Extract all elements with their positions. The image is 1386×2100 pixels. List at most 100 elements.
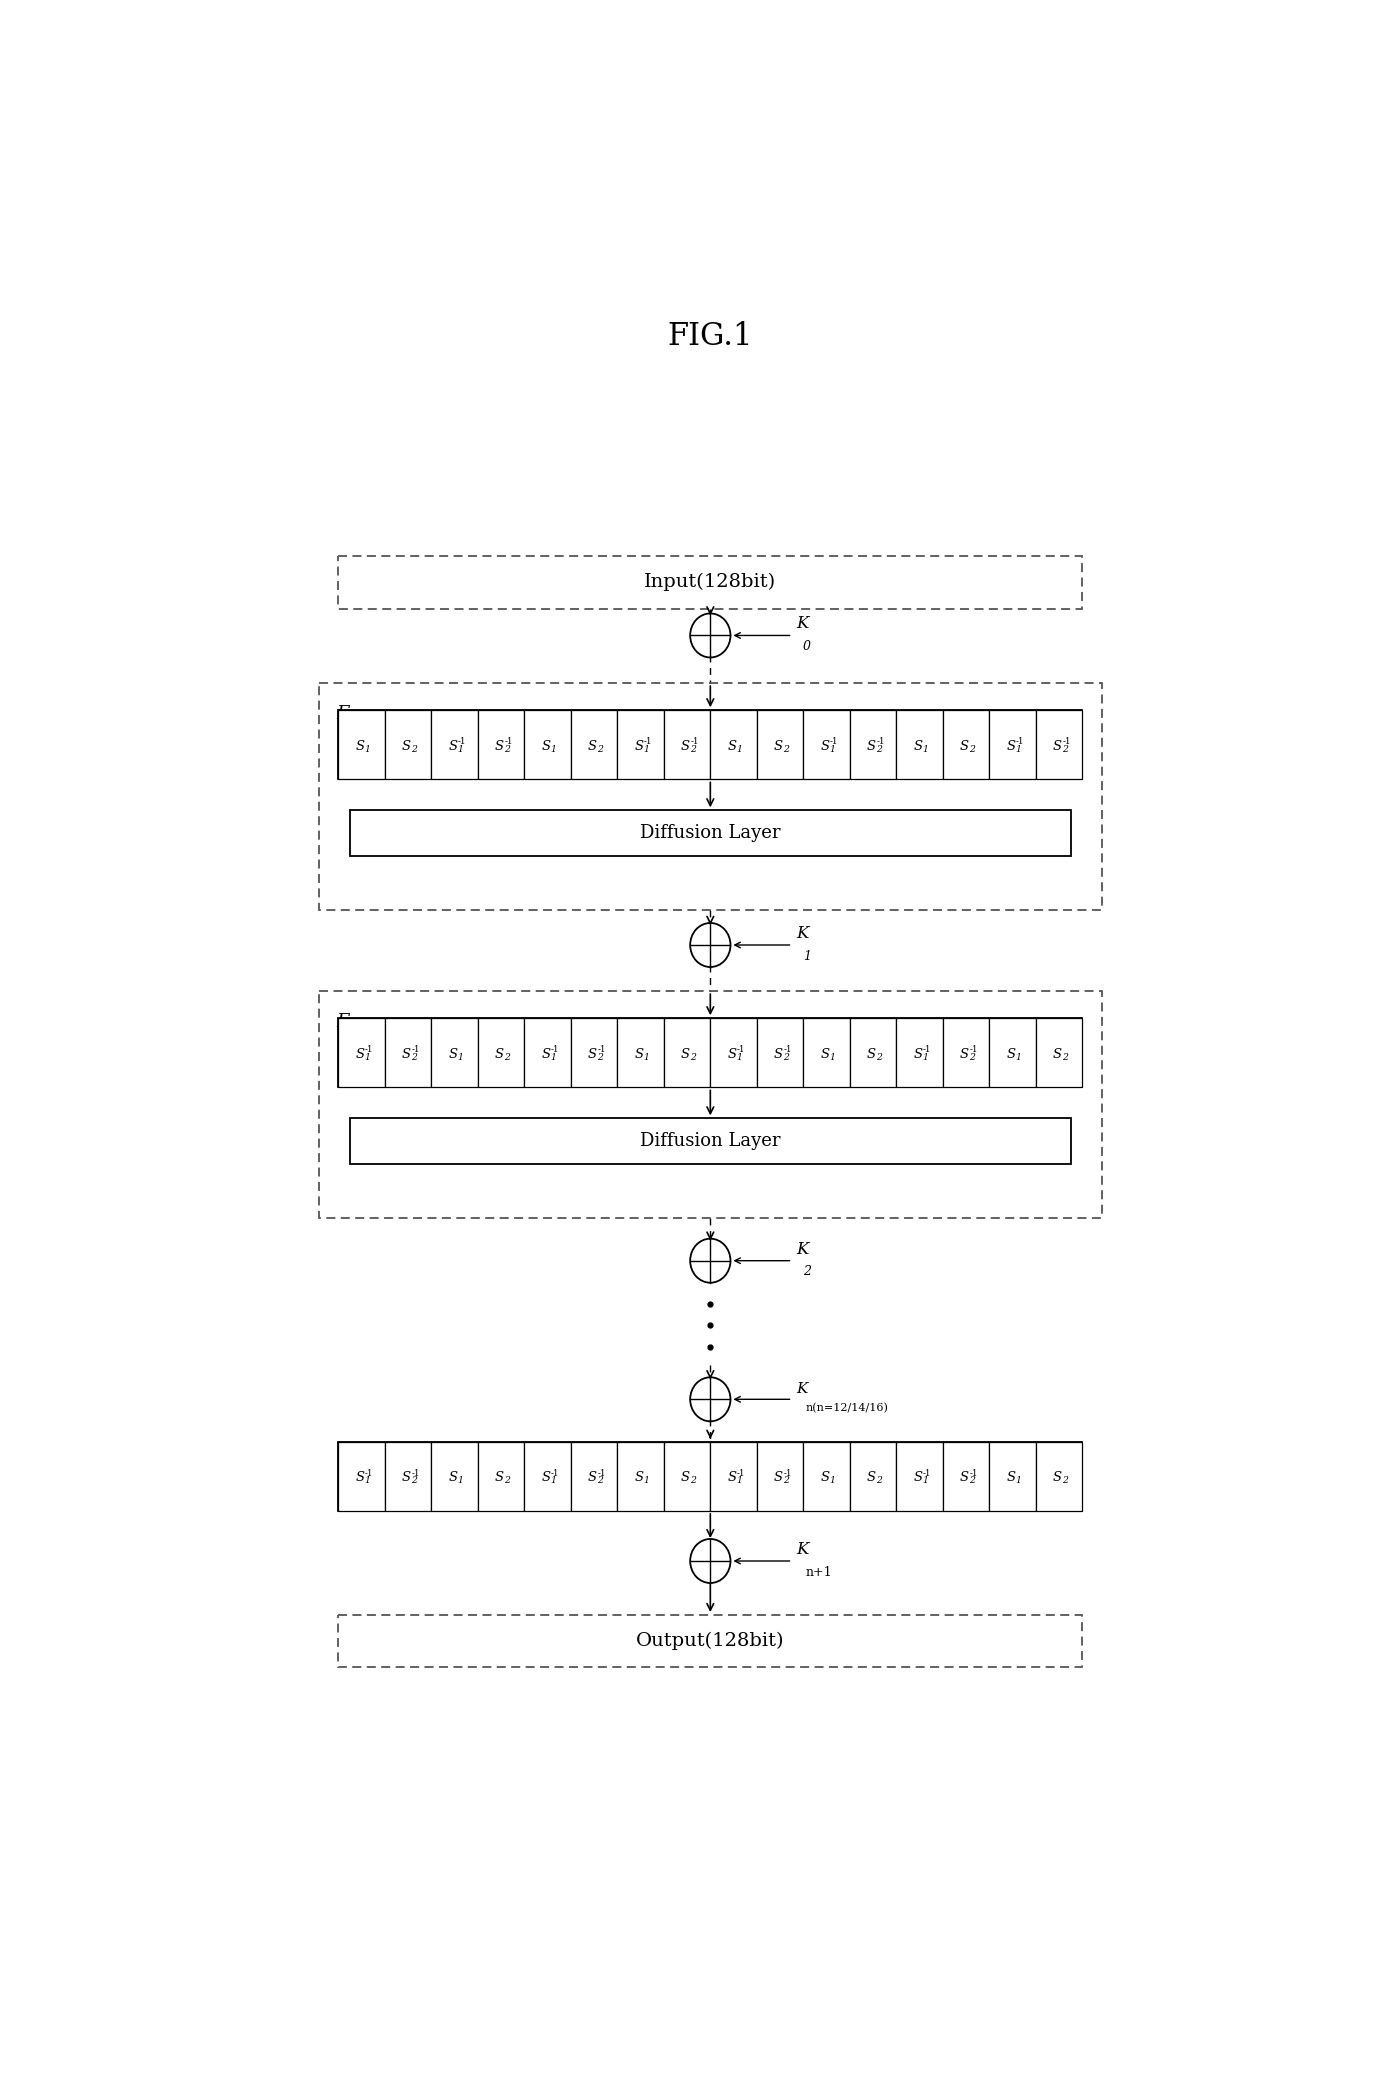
Text: 1: 1 (737, 1476, 743, 1485)
Text: -1: -1 (923, 1468, 931, 1478)
Text: 2: 2 (690, 1052, 696, 1063)
Bar (1035, 1443, 1082, 1512)
Bar (897, 1443, 942, 1512)
Text: 1: 1 (457, 746, 463, 754)
Text: S: S (868, 1472, 876, 1485)
Text: -1: -1 (1016, 737, 1024, 745)
Text: -1: -1 (1062, 737, 1070, 745)
Text: S: S (773, 739, 783, 752)
Text: 2: 2 (412, 1476, 417, 1485)
Text: -1: -1 (550, 1046, 559, 1054)
Bar (571, 710, 617, 779)
Text: S: S (821, 1472, 830, 1485)
Text: -1: -1 (876, 737, 884, 745)
Text: -1: -1 (969, 1046, 977, 1054)
Bar (757, 1443, 804, 1512)
Bar (338, 556, 1082, 609)
Text: S: S (1006, 1472, 1016, 1485)
Text: F: F (335, 1012, 348, 1031)
Text: 0: 0 (346, 1023, 353, 1035)
Text: 2: 2 (969, 1476, 974, 1485)
Bar (478, 1443, 524, 1512)
Text: 2: 2 (597, 1052, 603, 1063)
Bar (711, 1018, 757, 1088)
Bar (338, 1443, 1082, 1512)
Bar (431, 1443, 478, 1512)
Text: S: S (402, 1472, 412, 1485)
Text: S: S (1053, 739, 1062, 752)
Text: S: S (773, 1472, 783, 1485)
Text: S: S (913, 739, 923, 752)
Text: 1: 1 (830, 1052, 836, 1063)
Text: S: S (635, 739, 643, 752)
Text: -1: -1 (830, 737, 839, 745)
Text: -1: -1 (690, 737, 699, 745)
Text: -1: -1 (923, 1046, 931, 1054)
Text: 2: 2 (802, 1266, 811, 1279)
Text: S: S (1006, 1048, 1016, 1060)
Bar (319, 682, 1102, 911)
Text: -1: -1 (365, 1046, 373, 1054)
Bar (990, 1443, 1035, 1512)
Text: 2: 2 (969, 746, 974, 754)
Text: S: S (635, 1472, 643, 1485)
Text: 1: 1 (923, 746, 929, 754)
Bar (385, 1443, 431, 1512)
Text: -1: -1 (550, 1468, 559, 1478)
Text: Diffusion Layer: Diffusion Layer (640, 1132, 780, 1151)
Text: S: S (728, 1048, 736, 1060)
Text: S: S (960, 1472, 969, 1485)
Text: 2: 2 (505, 1476, 510, 1485)
Bar (478, 710, 524, 779)
Text: S: S (495, 739, 505, 752)
Bar (664, 1443, 711, 1512)
Bar (850, 710, 897, 779)
Text: S: S (960, 739, 969, 752)
Bar (664, 1018, 711, 1088)
Text: S: S (913, 1048, 923, 1060)
Text: S: S (868, 1048, 876, 1060)
Text: S: S (402, 1048, 412, 1060)
Bar (524, 710, 571, 779)
Text: 1: 1 (643, 1052, 650, 1063)
Text: 1: 1 (1016, 1052, 1021, 1063)
Text: S: S (588, 1472, 597, 1485)
Text: S: S (681, 1048, 690, 1060)
Text: S: S (355, 1472, 365, 1485)
Text: -1: -1 (783, 1046, 791, 1054)
Bar (1035, 710, 1082, 779)
Text: S: S (868, 739, 876, 752)
Text: S: S (588, 1048, 597, 1060)
Bar (850, 1018, 897, 1088)
Bar (850, 1443, 897, 1512)
Bar (431, 1018, 478, 1088)
Text: Diffusion Layer: Diffusion Layer (640, 825, 780, 842)
Text: S: S (495, 1472, 505, 1485)
Text: -1: -1 (457, 737, 466, 745)
Text: S: S (728, 1472, 736, 1485)
Bar (338, 1018, 1082, 1088)
Text: S: S (449, 1048, 457, 1060)
Text: 0: 0 (802, 640, 811, 653)
Text: 1: 1 (923, 1052, 929, 1063)
Bar (942, 710, 990, 779)
Bar (711, 710, 757, 779)
Bar (349, 811, 1071, 857)
Text: 2: 2 (412, 1052, 417, 1063)
Text: S: S (355, 1048, 365, 1060)
Text: S: S (449, 739, 457, 752)
Bar (571, 1443, 617, 1512)
Text: 2: 2 (690, 1476, 696, 1485)
Text: 1: 1 (643, 746, 650, 754)
Text: 2: 2 (1062, 1476, 1069, 1485)
Bar (338, 1018, 385, 1088)
Text: -1: -1 (737, 1468, 746, 1478)
Bar (524, 1443, 571, 1512)
Text: 2: 2 (505, 746, 510, 754)
Bar (338, 710, 385, 779)
Bar (897, 710, 942, 779)
Bar (338, 710, 1082, 779)
Bar (338, 1443, 385, 1512)
Bar (385, 1018, 431, 1088)
Text: 2: 2 (876, 1052, 881, 1063)
